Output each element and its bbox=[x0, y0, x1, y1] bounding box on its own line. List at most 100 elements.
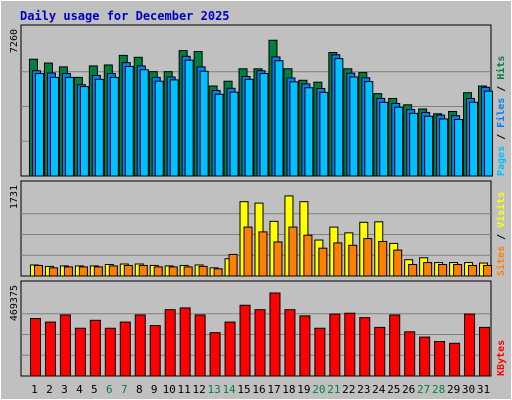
bar-sites-day-19 bbox=[303, 234, 313, 277]
bar-pages-day-25 bbox=[394, 106, 404, 177]
bar-sites-day-29 bbox=[453, 263, 463, 277]
bar-kbytes-day-11 bbox=[179, 307, 191, 377]
x-label-day-10: 10 bbox=[163, 383, 176, 396]
x-label-day-16: 16 bbox=[252, 383, 265, 396]
bar-pages-day-28 bbox=[439, 118, 449, 177]
bar-pages-day-24 bbox=[379, 101, 389, 177]
bar-pages-day-12 bbox=[199, 70, 209, 177]
x-label-day-22: 22 bbox=[342, 383, 355, 396]
bar-sites-day-14 bbox=[228, 253, 238, 277]
bar-sites-day-1 bbox=[33, 264, 43, 277]
panel-kbytes: 469375 KBytes bbox=[9, 280, 507, 377]
bar-pages-day-23 bbox=[364, 81, 374, 177]
x-label-day-2: 2 bbox=[46, 383, 53, 396]
panel-hits-files-pages: 7260 Pages / Files / Hits bbox=[9, 24, 507, 177]
bar-pages-day-30 bbox=[469, 101, 479, 177]
axis-legend-hits-files-pages: Pages / Files / Hits bbox=[495, 56, 507, 176]
bar-pages-day-14 bbox=[229, 91, 239, 177]
x-label-day-4: 4 bbox=[76, 383, 83, 396]
legend-kbytes: KBytes bbox=[496, 340, 507, 376]
bar-sites-day-20 bbox=[318, 247, 328, 277]
bar-pages-day-8 bbox=[139, 69, 149, 177]
bar-sites-day-21 bbox=[333, 242, 343, 277]
bar-kbytes-day-24 bbox=[374, 326, 386, 377]
bar-pages-day-4 bbox=[79, 86, 89, 177]
bar-pages-day-7 bbox=[124, 65, 134, 177]
bar-sites-day-30 bbox=[468, 264, 478, 277]
x-label-day-9: 9 bbox=[151, 383, 158, 396]
legend-visits: Visits bbox=[495, 192, 507, 228]
bar-sites-day-23 bbox=[363, 238, 373, 277]
bar-kbytes-day-15 bbox=[239, 304, 251, 377]
bar-kbytes-day-3 bbox=[59, 314, 71, 377]
bar-pages-day-3 bbox=[64, 76, 74, 177]
x-label-day-24: 24 bbox=[372, 383, 386, 396]
axis-legend-visits-sites: Sites / Visits bbox=[495, 192, 507, 276]
bar-kbytes-day-10 bbox=[164, 309, 176, 377]
y-max-tick-label: 1731 bbox=[9, 185, 20, 209]
bar-kbytes-day-29 bbox=[449, 342, 461, 377]
bar-sites-day-25 bbox=[393, 249, 403, 277]
x-label-day-29: 29 bbox=[447, 383, 460, 396]
bar-sites-day-13 bbox=[213, 268, 223, 277]
bar-kbytes-day-7 bbox=[119, 321, 131, 377]
bar-pages-day-5 bbox=[94, 78, 104, 177]
bar-pages-day-17 bbox=[274, 60, 284, 177]
legend-sep: / bbox=[496, 80, 507, 98]
bar-sites-day-26 bbox=[408, 263, 418, 277]
bar-kbytes-day-12 bbox=[194, 314, 206, 377]
x-label-day-26: 26 bbox=[402, 383, 415, 396]
bar-kbytes-day-27 bbox=[419, 336, 431, 377]
legend-sites: Sites bbox=[495, 246, 507, 276]
bar-sites-day-11 bbox=[183, 266, 193, 277]
bar-pages-day-21 bbox=[334, 58, 344, 177]
bar-sites-day-10 bbox=[168, 266, 178, 277]
x-label-day-7: 7 bbox=[121, 383, 128, 396]
x-label-day-14: 14 bbox=[222, 383, 236, 396]
chart-panels: 7260 Pages / Files / Hits 1731 Sites / Visi… bbox=[9, 24, 507, 377]
x-label-day-13: 13 bbox=[207, 383, 220, 396]
bar-kbytes-day-16 bbox=[254, 309, 266, 377]
bar-sites-day-17 bbox=[273, 241, 283, 277]
bar-pages-day-16 bbox=[259, 73, 269, 177]
bar-kbytes-day-13 bbox=[209, 332, 221, 377]
y-max-tick-label: 469375 bbox=[9, 285, 20, 321]
x-label-day-11: 11 bbox=[178, 383, 191, 396]
bar-sites-day-4 bbox=[78, 266, 88, 277]
axis-legend-kbytes: KBytes bbox=[496, 340, 507, 376]
bar-sites-day-22 bbox=[348, 244, 358, 277]
bar-kbytes-day-26 bbox=[404, 331, 416, 377]
bar-sites-day-3 bbox=[63, 266, 73, 277]
bar-pages-day-2 bbox=[49, 76, 59, 177]
bar-kbytes-day-14 bbox=[224, 321, 236, 377]
x-label-day-20: 20 bbox=[312, 383, 325, 396]
bar-kbytes-day-6 bbox=[104, 327, 116, 377]
x-label-day-12: 12 bbox=[193, 383, 206, 396]
bar-sites-day-9 bbox=[153, 266, 163, 277]
legend-hits: Hits bbox=[495, 56, 507, 80]
chart-title: Daily usage for December 2025 bbox=[20, 9, 230, 23]
bar-sites-day-2 bbox=[48, 267, 58, 277]
bar-sites-day-18 bbox=[288, 226, 298, 277]
y-max-tick-label: 7260 bbox=[9, 29, 20, 53]
x-label-day-19: 19 bbox=[297, 383, 310, 396]
x-axis-labels: 1 2 3 4 5 6 7 8 9 10 11 12 13 14 15 16 17 18 19 20 21 22 23 24 2… bbox=[31, 383, 490, 396]
bar-sites-day-7 bbox=[123, 264, 133, 277]
bar-kbytes-day-28 bbox=[434, 341, 446, 377]
bar-kbytes-day-23 bbox=[359, 317, 371, 377]
bar-pages-day-15 bbox=[244, 78, 254, 177]
bar-sites-day-5 bbox=[93, 266, 103, 277]
bar-kbytes-day-4 bbox=[74, 327, 86, 377]
x-label-day-25: 25 bbox=[387, 383, 400, 396]
bar-kbytes-day-1 bbox=[29, 318, 41, 377]
bar-kbytes-day-30 bbox=[464, 313, 476, 377]
bar-kbytes-day-18 bbox=[284, 309, 296, 377]
x-label-day-8: 8 bbox=[136, 383, 143, 396]
x-label-day-15: 15 bbox=[237, 383, 250, 396]
bar-kbytes-day-19 bbox=[299, 315, 311, 377]
legend-sep: / bbox=[496, 128, 507, 146]
x-label-day-30: 30 bbox=[462, 383, 475, 396]
panel-visits-sites: 1731 Sites / Visits bbox=[9, 180, 507, 277]
